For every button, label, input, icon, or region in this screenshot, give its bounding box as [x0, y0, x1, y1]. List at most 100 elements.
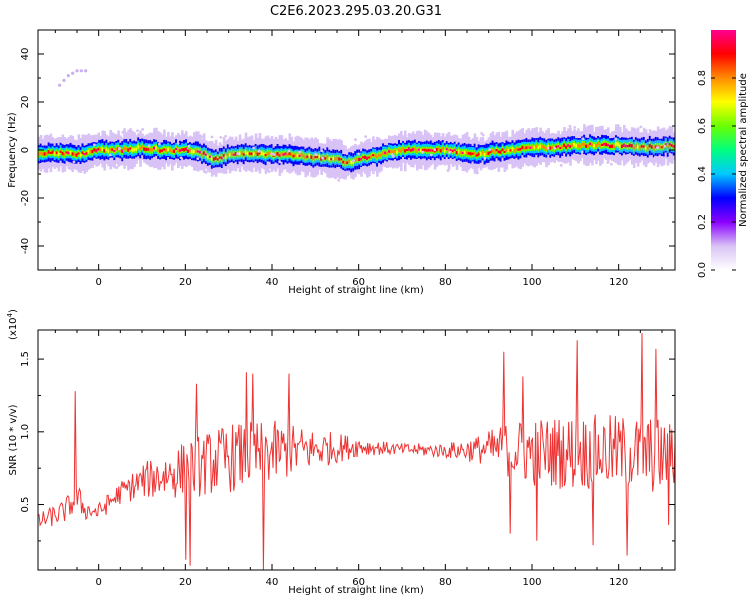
spectrogram-cell [332, 156, 335, 161]
snr-y-axis-label: SNR (10 * v/v) [8, 404, 19, 475]
spectrogram-cell [561, 145, 564, 149]
spectrogram-peak [208, 155, 212, 158]
spectrogram-cell [79, 153, 83, 158]
spectrogram-cell [523, 146, 527, 151]
spectrogram-cell [73, 152, 77, 157]
spectrogram-cell [167, 147, 170, 151]
spectrogram-peak [71, 152, 75, 156]
spectrogram-cell [597, 142, 600, 146]
spectrogram-peak [67, 151, 71, 155]
spectrogram-cell [141, 145, 144, 149]
snr-line [37, 332, 676, 571]
spectrogram-cell [228, 153, 232, 157]
spectrogram-cell [145, 147, 148, 152]
spectrogram-y-tick-label: 20 [20, 96, 31, 109]
spectrogram-cell [310, 155, 314, 159]
spectrogram-peak [75, 153, 79, 157]
spectrogram-cell [650, 145, 654, 149]
spectrogram-cell [493, 150, 497, 154]
spectrogram-cell [280, 152, 284, 156]
spectrogram-peak [475, 154, 479, 157]
spectrogram-outlier-dot [75, 69, 79, 73]
spectrogram-cell [419, 148, 423, 153]
spectrogram-cell [483, 152, 487, 157]
spectrogram-scatter-dot [147, 144, 151, 148]
spectrogram-peak [314, 155, 317, 159]
spectrogram-peak [609, 145, 612, 148]
spectrogram-cell [398, 148, 401, 152]
spectrogram-cell [334, 157, 337, 161]
spectrogram-peak [198, 150, 202, 154]
spectrogram-cell [254, 150, 258, 155]
spectrogram-cell [39, 151, 43, 155]
colorbar-tick-label: 0.2 [697, 214, 708, 230]
spectrogram-cell [487, 151, 491, 156]
spectrogram-cell [336, 156, 339, 161]
spectrogram-scatter-dot [201, 135, 204, 139]
spectrogram-scatter-dot [465, 131, 469, 135]
spectrogram-cell [37, 152, 41, 156]
spectrogram-peak [559, 146, 562, 150]
spectrogram-peak [153, 146, 156, 150]
spectrogram-scatter-dot [298, 150, 301, 154]
spectrogram-cell [541, 144, 544, 149]
spectrogram-peak [601, 143, 604, 146]
spectrogram-peak [85, 152, 89, 155]
spectrogram-cell [300, 153, 304, 157]
spectrogram-cell [244, 150, 248, 154]
spectrogram-scatter-dot [141, 127, 145, 131]
spectrogram-peak [179, 149, 182, 152]
spectrogram-scatter-dot [614, 155, 617, 159]
spectrogram-cell [137, 145, 140, 149]
spectrogram-x-axis-label: Height of straight line (km) [288, 285, 424, 296]
spectrogram-scatter-dot [600, 128, 604, 132]
spectrogram-cell [171, 149, 174, 154]
spectrogram-cell [505, 148, 509, 152]
spectrogram-cell [169, 148, 172, 153]
spectrogram-cell [447, 149, 451, 153]
spectrogram-cell [441, 147, 445, 151]
spectrogram-peak [298, 154, 302, 158]
colorbar-label: Normalized spectral amplitude [738, 73, 749, 227]
spectrogram-cell [155, 146, 158, 150]
spectrogram-cell [563, 143, 566, 147]
spectrogram-cell [575, 144, 578, 148]
spectrogram-scatter-dot [354, 138, 357, 142]
spectrogram-scatter-dot [656, 146, 659, 150]
spectrogram-scatter-dot [267, 170, 271, 174]
spectrogram-peak [282, 153, 286, 156]
spectrogram-scatter-dot [663, 144, 667, 148]
spectrogram-cell [507, 148, 511, 153]
spectrogram-peak [603, 142, 606, 146]
colorbar-tick-label: 0.4 [697, 166, 708, 182]
spectrogram-cell [380, 153, 383, 158]
spectrogram-cell [318, 154, 321, 159]
spectrogram-cell [186, 149, 190, 153]
spectrogram-peak [433, 149, 437, 153]
spectrogram-peak [368, 156, 371, 159]
spectrogram-peak [427, 149, 431, 152]
spectrogram-scatter-dot [481, 133, 485, 137]
spectrogram-cell [634, 144, 638, 148]
spectrogram-peak [47, 150, 51, 154]
spectrogram-peak [431, 149, 435, 152]
spectrogram-peak [181, 148, 184, 151]
spectrogram-peak [366, 157, 369, 160]
spectrogram-peak [407, 147, 411, 151]
spectrogram-cell [370, 154, 373, 159]
spectrogram-peak [204, 153, 208, 156]
spectrogram-peak [113, 149, 116, 153]
spectrogram-cell [491, 148, 495, 153]
spectrogram-peak [423, 148, 427, 152]
spectrogram-peak [642, 145, 646, 148]
spectrogram-peak [49, 151, 53, 155]
spectrogram-peak [477, 152, 481, 156]
spectrogram-cell [256, 152, 260, 156]
spectrogram-scatter-dot [357, 152, 361, 156]
spectrogram-peak [648, 144, 652, 147]
spectrogram-cell [268, 151, 272, 156]
snr-y-tick-label: 1.5 [20, 351, 31, 367]
spectrogram-scatter-dot [508, 137, 512, 141]
spectrogram-cell [499, 150, 503, 154]
